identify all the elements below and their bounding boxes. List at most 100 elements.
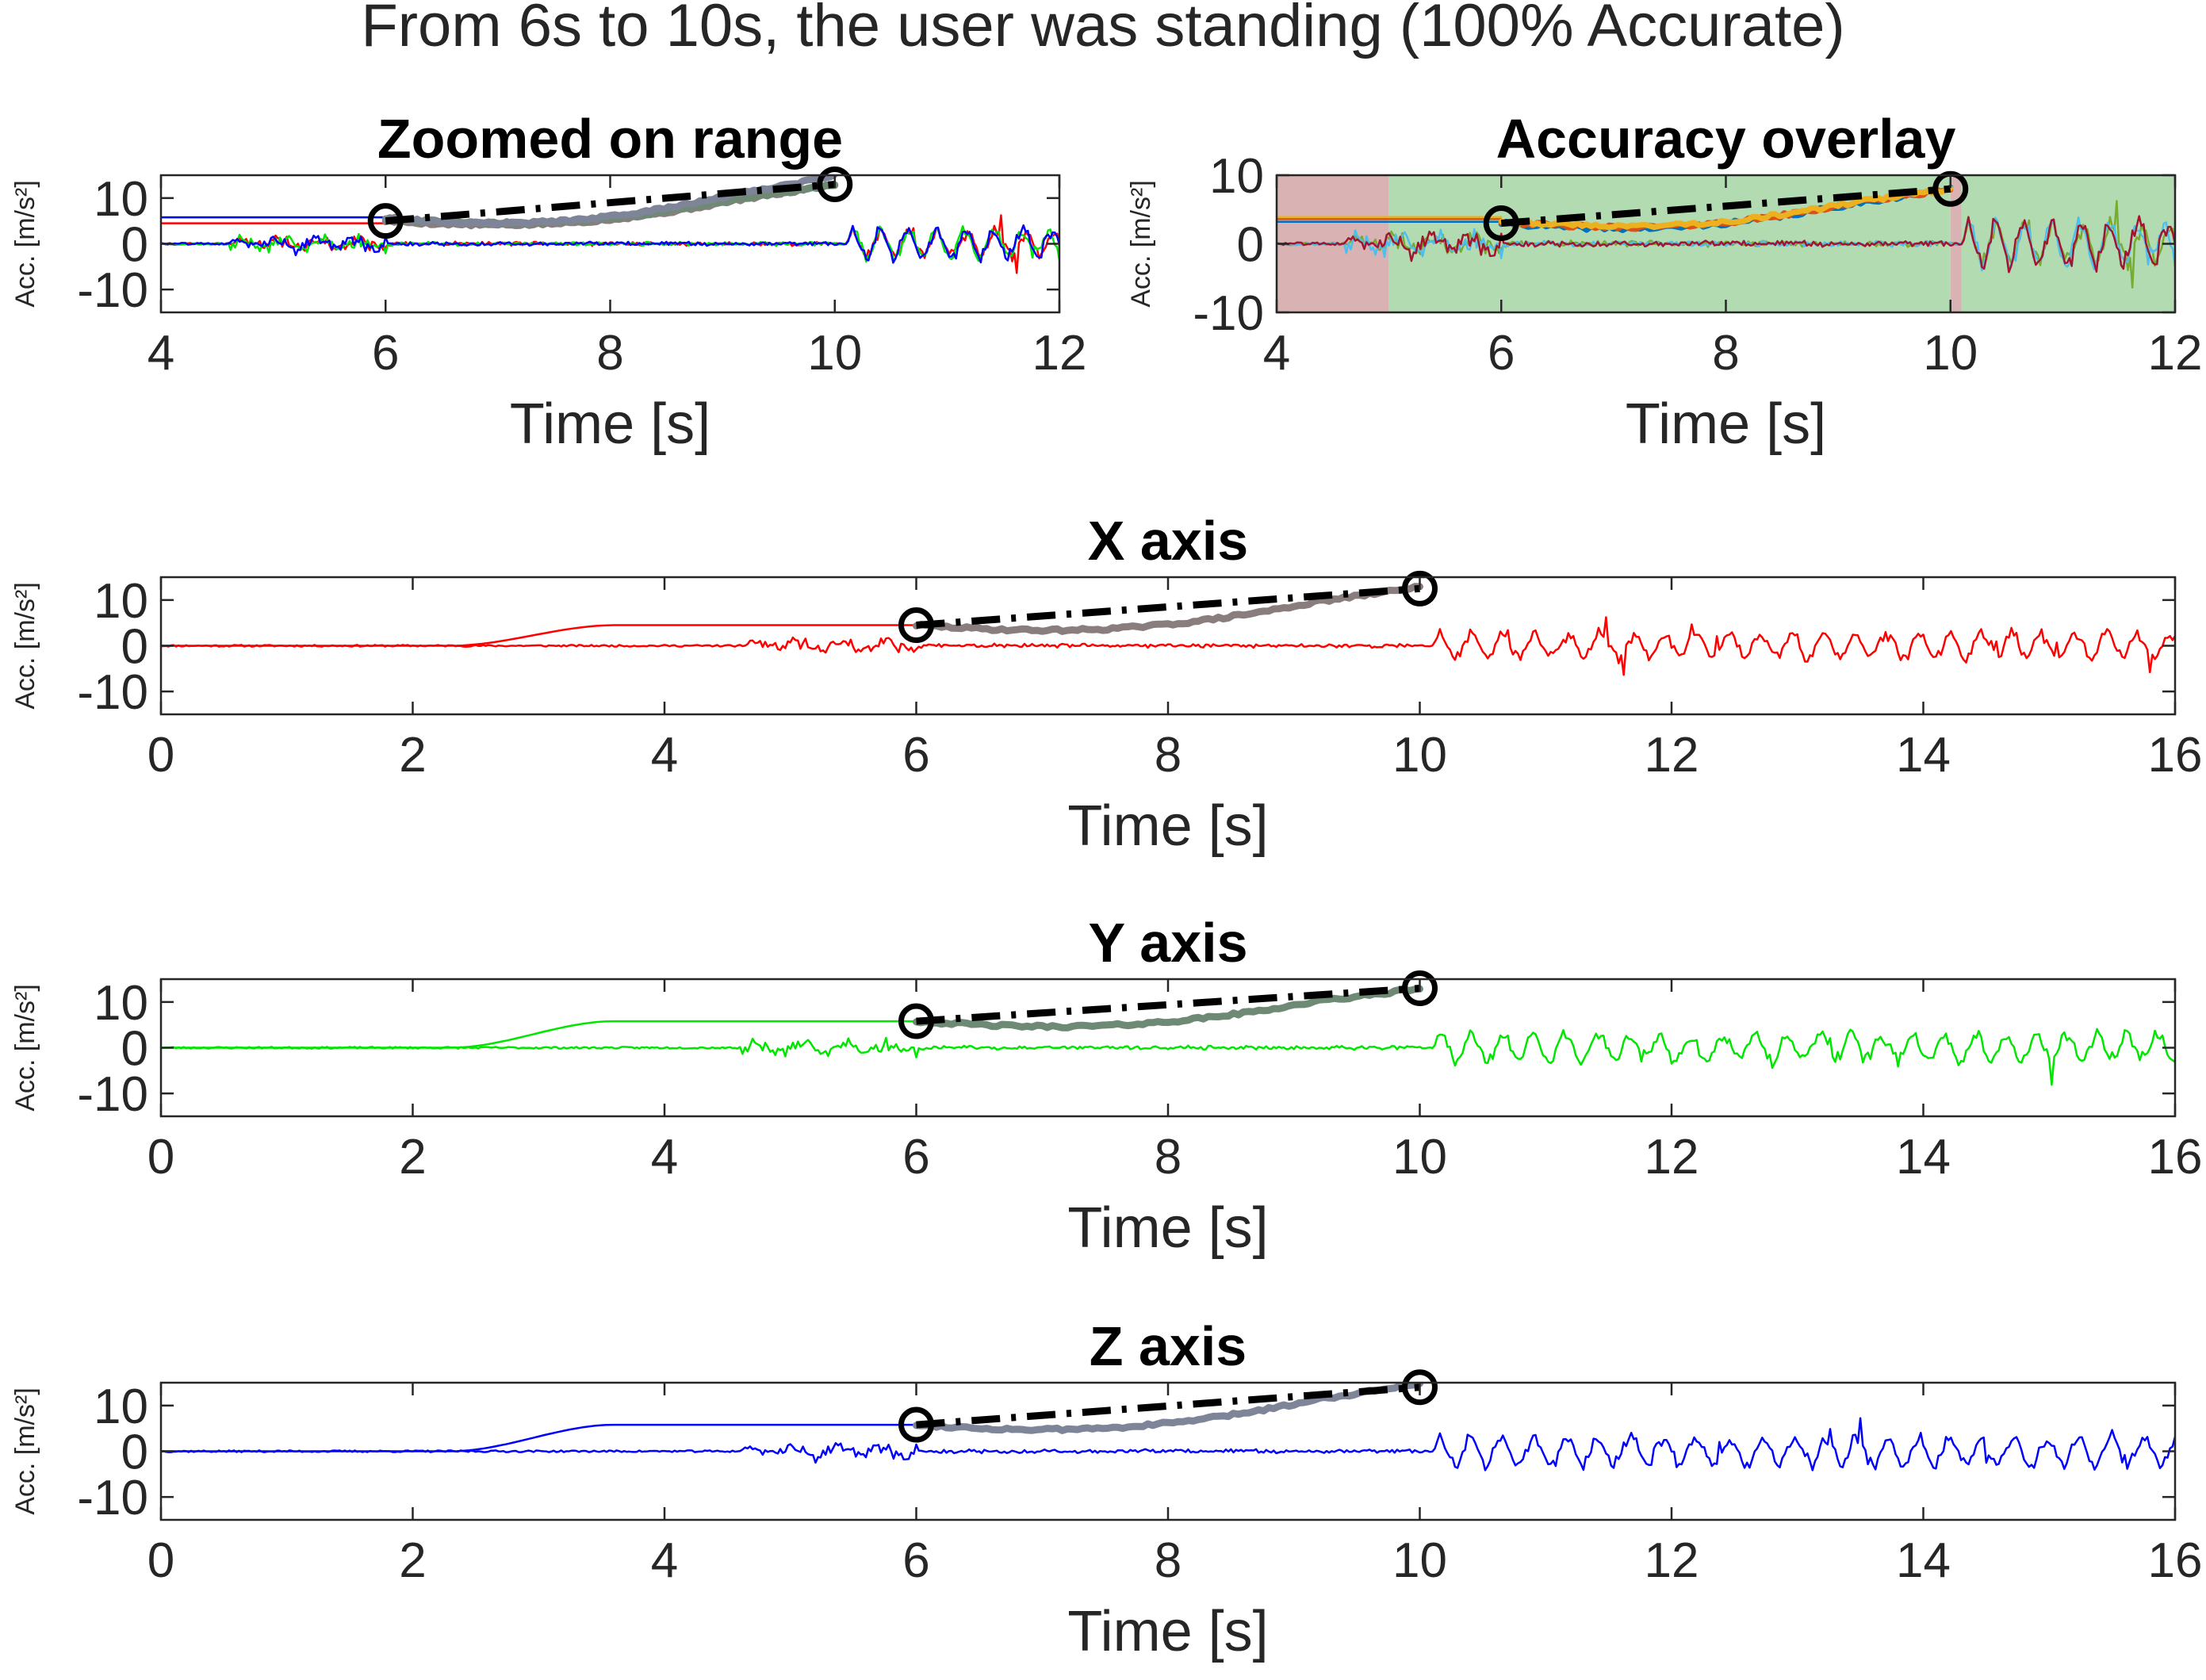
y-tick-label: -10 (77, 665, 148, 720)
x-axis-label: Time [s] (1067, 794, 1268, 858)
x-tick-label: 16 (2148, 728, 2203, 783)
y-tick-label: -10 (77, 263, 148, 318)
x-tick-label: 6 (902, 1130, 929, 1184)
end-marker (1932, 170, 1969, 207)
y-tick-label: 10 (94, 172, 148, 227)
series-signal (161, 1028, 2175, 1086)
x-tick-label: 14 (1896, 728, 1951, 783)
overlay-highlight-2 (1498, 186, 1954, 231)
end-marker (1402, 1369, 1438, 1406)
y-axis-label: Acc. [m/s²] (10, 1387, 40, 1515)
x-tick-label: 6 (902, 1533, 929, 1588)
start-marker (898, 607, 934, 644)
series-highlight (913, 1383, 1423, 1434)
x-tick-label: 4 (651, 1533, 678, 1588)
overlay-series-0 (1277, 200, 2175, 289)
chart-title: Accuracy overlay (1496, 108, 1956, 170)
dash-dot-segment (385, 181, 836, 225)
dash-dot-segment (1500, 185, 1951, 228)
x-axis-label: Time [s] (1626, 392, 1826, 456)
series-signal (161, 616, 2175, 676)
x-tick-label: 0 (147, 728, 174, 783)
x-tick-label: 14 (1896, 1533, 1951, 1588)
x-tick-label: 4 (651, 728, 678, 783)
overlay-baseline-0 (1277, 220, 1503, 224)
y-tick-label: 0 (121, 218, 148, 273)
end-marker (817, 166, 853, 203)
x-tick-label: 0 (147, 1130, 174, 1184)
chart-title: X axis (1088, 510, 1248, 572)
start-marker (367, 203, 404, 239)
y-tick-label: 0 (121, 620, 148, 675)
plot-area (161, 1383, 2175, 1471)
x-tick-label: 0 (147, 1533, 174, 1588)
x-tick-label: 4 (1263, 326, 1290, 381)
dash-dot-segment (916, 985, 1420, 1025)
x-tick-label: 2 (399, 728, 426, 783)
x-tick-label: 10 (1392, 1130, 1447, 1184)
plot-area (161, 175, 1059, 274)
y-tick-label: -10 (77, 1067, 148, 1122)
y-tick-label: -10 (77, 1471, 148, 1525)
x-tick-label: 8 (1155, 1130, 1182, 1184)
x-tick-label: 8 (1155, 1533, 1182, 1588)
series-y (161, 225, 1059, 263)
x-axis-label: Time [s] (510, 392, 710, 456)
y-tick-label: 0 (121, 1426, 148, 1480)
x-tick-label: 6 (1488, 326, 1515, 381)
x-tick-label: 10 (1392, 728, 1447, 783)
series-x-baseline (161, 222, 387, 224)
x-tick-label: 2 (399, 1130, 426, 1184)
y-tick-label: 10 (94, 574, 148, 629)
overlay-series-2 (1277, 215, 2175, 274)
series-x (161, 214, 1059, 274)
x-tick-label: 8 (1712, 326, 1739, 381)
x-tick-label: 16 (2148, 1130, 2203, 1184)
y-tick-label: 0 (1237, 218, 1264, 273)
series-highlight (913, 583, 1423, 635)
series-z (161, 224, 1059, 264)
x-tick-label: 6 (902, 728, 929, 783)
x-tick-label: 12 (1645, 728, 1699, 783)
figure-title: From 6s to 10s, the user was standing (1… (361, 0, 1844, 59)
y-tick-label: 0 (121, 1022, 148, 1077)
series-signal (161, 1417, 2175, 1471)
x-tick-label: 4 (651, 1130, 678, 1184)
x-tick-label: 12 (2148, 326, 2203, 381)
x-tick-label: 4 (147, 326, 174, 381)
y-axis-label: Acc. [m/s²] (10, 984, 40, 1112)
series-highlight (913, 985, 1423, 1031)
chart-title: Y axis (1088, 912, 1247, 974)
chart-overlay: 4 6 8 10 12 10 0 -10 Accuracy overlay Time [s] Acc… (1126, 108, 2203, 456)
overlay-series-1 (1277, 216, 2175, 272)
series-z-baseline (161, 216, 387, 219)
x-tick-label: 6 (372, 326, 399, 381)
start-marker (898, 1003, 934, 1039)
x-tick-label: 12 (1645, 1533, 1699, 1588)
chart-title: Zoomed on range (377, 108, 843, 170)
y-tick-label: 10 (94, 976, 148, 1031)
x-tick-label: 10 (1923, 326, 1978, 381)
x-axis-label: Time [s] (1067, 1196, 1268, 1260)
overlay-baseline-2 (1277, 216, 1503, 219)
y-axis-label: Acc. [m/s²] (10, 180, 40, 308)
x-tick-label: 8 (1155, 728, 1182, 783)
x-tick-label: 12 (1032, 326, 1087, 381)
y-axis-label: Acc. [m/s²] (1126, 180, 1156, 308)
chart-title: Z axis (1090, 1315, 1247, 1377)
y-axis-label: Acc. [m/s²] (10, 582, 40, 710)
start-marker (1483, 205, 1519, 242)
y-tick-label: 10 (94, 1380, 148, 1434)
x-tick-label: 10 (1392, 1533, 1447, 1588)
x-axis-label: Time [s] (1067, 1600, 1268, 1663)
y-tick-label: 10 (1209, 149, 1264, 204)
x-tick-label: 10 (807, 326, 862, 381)
plot-area (161, 985, 2175, 1086)
region-correct (1961, 175, 2175, 312)
y-tick-label: -10 (1193, 286, 1264, 341)
